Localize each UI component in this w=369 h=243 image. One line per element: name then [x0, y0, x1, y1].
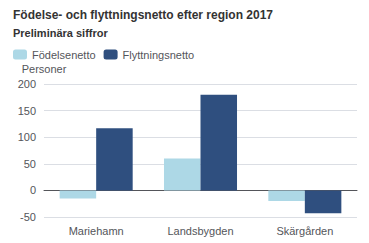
svg-text:Landsbygden: Landsbygden	[167, 225, 233, 237]
svg-text:0: 0	[30, 184, 36, 196]
svg-text:100: 100	[18, 131, 36, 143]
svg-text:Preliminära siffror: Preliminära siffror	[13, 27, 108, 39]
svg-text:200: 200	[18, 78, 36, 90]
svg-text:50: 50	[24, 158, 36, 170]
svg-text:Födelsenetto: Födelsenetto	[32, 49, 96, 61]
svg-text:Skärgården: Skärgården	[276, 225, 333, 237]
svg-text:Mariehamn: Mariehamn	[69, 225, 124, 237]
svg-text:150: 150	[18, 105, 36, 117]
svg-text:Flyttningsnetto: Flyttningsnetto	[123, 49, 195, 61]
svg-text:-50: -50	[20, 211, 36, 223]
svg-text:Personer: Personer	[22, 63, 67, 75]
svg-text:Födelse- och flyttningsnetto e: Födelse- och flyttningsnetto efter regio…	[13, 8, 273, 22]
